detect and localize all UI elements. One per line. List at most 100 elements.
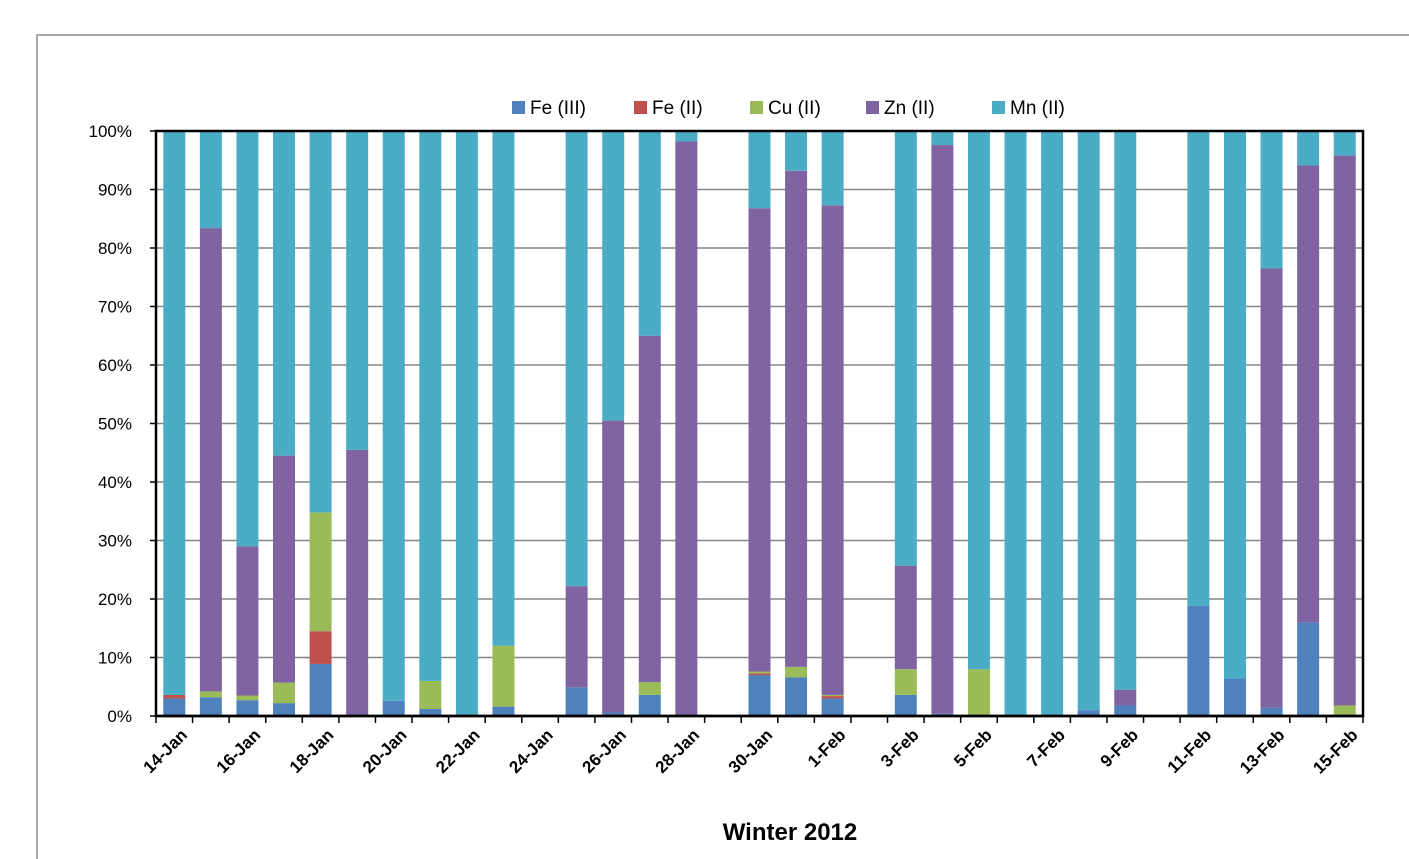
bar-segment-mn-ii: [1114, 131, 1137, 690]
bar-segment-mn-ii: [565, 131, 588, 587]
bar-segment-zn-ii: [821, 205, 844, 695]
bar-segment-mn-ii: [1260, 131, 1283, 269]
bar-segment-fe-iii: [894, 694, 917, 716]
bar-segment-zn-ii: [346, 449, 369, 716]
x-tick-labels: 14-Jan 16-Jan 18-Jan 20-Jan 22-Jan 24-Jan 26-J…: [140, 725, 1362, 777]
axes: [154, 129, 1365, 723]
y-tick-label: 90%: [98, 181, 132, 200]
bar-segment-mn-ii: [785, 131, 808, 171]
bar-segment-cu-ii: [748, 671, 771, 674]
x-tick-label: 3-Feb: [877, 725, 922, 770]
bar-segment-zn-ii: [1114, 689, 1137, 706]
bar-segment-mn-ii: [199, 131, 222, 229]
bar-segment-mn-ii: [1223, 131, 1246, 679]
legend-label: Cu (II): [768, 98, 821, 119]
x-tick-label: 18-Jan: [286, 725, 338, 777]
legend-swatch: [634, 101, 647, 114]
y-tick-label: 60%: [98, 356, 132, 375]
bar-segment-cu-ii: [273, 682, 296, 704]
bar-segment-fe-iii: [1187, 606, 1210, 716]
x-tick-label: 16-Jan: [213, 725, 265, 777]
bar-segment-fe-iii: [492, 706, 515, 716]
bar-segment-fe-ii: [163, 694, 186, 699]
bar-segment-mn-ii: [1333, 131, 1356, 156]
x-tick-label: 20-Jan: [359, 725, 411, 777]
x-tick-label: 9-Feb: [1097, 725, 1142, 770]
x-tick-label: 28-Jan: [652, 725, 704, 777]
bar-segment-mn-ii: [821, 131, 844, 206]
y-tick-labels: 0% 10% 20% 30% 40% 50% 60% 70% 80% 90% 100%: [89, 122, 132, 726]
bar-segment-fe-iii: [1114, 705, 1137, 716]
bar-segment-mn-ii: [748, 131, 771, 209]
bar-segment-zn-ii: [931, 145, 954, 714]
bar-segment-fe-iii: [1077, 710, 1100, 716]
bar-segment-mn-ii: [675, 131, 698, 142]
x-tick-label: 15-Feb: [1309, 725, 1361, 777]
bar-segment-zn-ii: [785, 170, 808, 667]
bar-segment-cu-ii: [309, 512, 332, 632]
bar-segment-zn-ii: [602, 420, 625, 713]
bar-segment-fe-iii: [273, 703, 296, 716]
x-tick-label: 7-Feb: [1023, 725, 1068, 770]
legend-swatch: [512, 101, 525, 114]
bar-segment-fe-ii: [309, 631, 332, 664]
bar-segment-mn-ii: [1004, 131, 1027, 716]
y-tick-label: 100%: [89, 122, 132, 141]
x-axis-label: Winter 2012: [723, 819, 858, 846]
bar-segment-zn-ii: [1260, 268, 1283, 708]
bar-segment-mn-ii: [894, 131, 917, 566]
bar-segment-fe-iii: [748, 675, 771, 716]
bar-segment-mn-ii: [163, 131, 186, 695]
x-tick-label: 26-Jan: [578, 725, 630, 777]
bar-segment-fe-iii: [163, 698, 186, 716]
legend-label: Zn (II): [884, 98, 935, 119]
bar-segment-cu-ii: [492, 645, 515, 707]
bar-segment-cu-ii: [894, 669, 917, 695]
bars: [163, 131, 1356, 716]
bar-segment-zn-ii: [1333, 155, 1356, 706]
x-tick-label: 1-Feb: [804, 725, 849, 770]
bar-segment-mn-ii: [455, 131, 478, 716]
bar-segment-cu-ii: [236, 695, 259, 701]
bar-segment-fe-ii: [748, 673, 771, 676]
bar-segment-fe-iii: [199, 697, 222, 716]
bar-segment-fe-iii: [382, 700, 405, 716]
bar-segment-zn-ii: [273, 455, 296, 683]
y-tick-label: 70%: [98, 298, 132, 317]
x-tick-label: 13-Feb: [1236, 725, 1288, 777]
bar-segment-fe-iii: [1223, 678, 1246, 716]
bar-segment-mn-ii: [382, 131, 405, 701]
bar-segment-cu-ii: [785, 666, 808, 678]
bar-segment-zn-ii: [236, 546, 259, 696]
x-tick-label: 24-Jan: [505, 725, 557, 777]
bar-segment-fe-iii: [1260, 707, 1283, 716]
bar-segment-cu-ii: [1333, 705, 1356, 715]
legend: Fe (III) Fe (II) Cu (II) Zn (II) Mn (II): [512, 98, 1065, 119]
legend-label: Fe (III): [530, 98, 586, 119]
bar-segment-cu-ii: [638, 682, 661, 695]
y-tick-label: 30%: [98, 532, 132, 551]
bar-segment-fe-iii: [785, 677, 808, 716]
bar-segment-fe-iii: [236, 700, 259, 716]
legend-label: Fe (II): [652, 98, 703, 119]
bar-segment-fe-ii: [821, 696, 844, 699]
bar-segment-fe-iii: [602, 712, 625, 716]
bar-segment-fe-iii: [309, 663, 332, 716]
bar-segment-mn-ii: [1297, 131, 1320, 166]
bar-segment-mn-ii: [931, 131, 954, 146]
legend-label: Mn (II): [1010, 98, 1065, 119]
bar-segment-mn-ii: [492, 131, 515, 646]
y-tick-label: 80%: [98, 239, 132, 258]
bar-segment-zn-ii: [894, 565, 917, 670]
bar-segment-zn-ii: [675, 141, 698, 716]
bar-segment-fe-iii: [1297, 622, 1320, 716]
bar-segment-cu-ii: [821, 694, 844, 697]
bar-segment-mn-ii: [273, 131, 296, 456]
chart-frame: [36, 34, 1409, 859]
bar-segment-fe-iii: [419, 708, 442, 716]
bar-segment-mn-ii: [638, 131, 661, 336]
bar-segment-zn-ii: [638, 335, 661, 683]
y-tick-label: 20%: [98, 590, 132, 609]
bar-segment-mn-ii: [602, 131, 625, 421]
